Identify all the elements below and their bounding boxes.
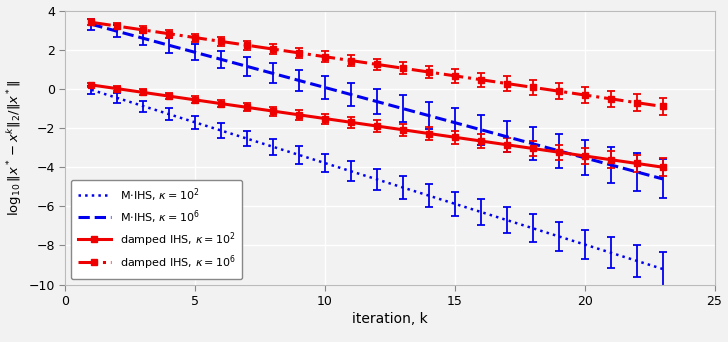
- M$\cdot$IHS, $\kappa = 10^6$: [554, 149, 563, 153]
- damped IHS, $\kappa = 10^6$: [554, 89, 563, 93]
- M$\cdot$IHS, $\kappa = 10^2$: [165, 112, 174, 116]
- damped IHS, $\kappa = 10^2$: [398, 128, 407, 132]
- damped IHS, $\kappa = 10^2$: [165, 94, 174, 98]
- M$\cdot$IHS, $\kappa = 10^6$: [476, 128, 485, 132]
- damped IHS, $\kappa = 10^6$: [632, 101, 641, 105]
- damped IHS, $\kappa = 10^6$: [580, 93, 589, 97]
- M$\cdot$IHS, $\kappa = 10^2$: [606, 251, 615, 255]
- M$\cdot$IHS, $\kappa = 10^2$: [451, 202, 459, 206]
- damped IHS, $\kappa = 10^2$: [606, 158, 615, 162]
- M$\cdot$IHS, $\kappa = 10^2$: [217, 129, 226, 133]
- damped IHS, $\kappa = 10^6$: [320, 55, 329, 59]
- damped IHS, $\kappa = 10^2$: [113, 87, 122, 91]
- M$\cdot$IHS, $\kappa = 10^2$: [295, 153, 304, 157]
- damped IHS, $\kappa = 10^6$: [373, 62, 381, 66]
- damped IHS, $\kappa = 10^2$: [295, 113, 304, 117]
- damped IHS, $\kappa = 10^6$: [502, 81, 511, 86]
- M$\cdot$IHS, $\kappa = 10^6$: [347, 92, 355, 96]
- M$\cdot$IHS, $\kappa = 10^2$: [373, 177, 381, 182]
- damped IHS, $\kappa = 10^6$: [243, 43, 252, 47]
- Line: M$\cdot$IHS, $\kappa = 10^6$: M$\cdot$IHS, $\kappa = 10^6$: [92, 24, 662, 179]
- damped IHS, $\kappa = 10^2$: [451, 135, 459, 139]
- M$\cdot$IHS, $\kappa = 10^6$: [373, 100, 381, 104]
- damped IHS, $\kappa = 10^6$: [269, 47, 277, 51]
- damped IHS, $\kappa = 10^6$: [606, 97, 615, 101]
- M$\cdot$IHS, $\kappa = 10^2$: [424, 194, 433, 198]
- M$\cdot$IHS, $\kappa = 10^6$: [87, 22, 96, 26]
- damped IHS, $\kappa = 10^2$: [373, 124, 381, 128]
- M$\cdot$IHS, $\kappa = 10^6$: [398, 107, 407, 111]
- M$\cdot$IHS, $\kappa = 10^6$: [139, 36, 148, 40]
- damped IHS, $\kappa = 10^6$: [398, 66, 407, 70]
- damped IHS, $\kappa = 10^2$: [529, 146, 537, 150]
- M$\cdot$IHS, $\kappa = 10^2$: [347, 169, 355, 173]
- damped IHS, $\kappa = 10^2$: [580, 154, 589, 158]
- M$\cdot$IHS, $\kappa = 10^2$: [87, 88, 96, 92]
- M$\cdot$IHS, $\kappa = 10^6$: [451, 121, 459, 125]
- damped IHS, $\kappa = 10^6$: [529, 85, 537, 89]
- damped IHS, $\kappa = 10^2$: [476, 139, 485, 143]
- M$\cdot$IHS, $\kappa = 10^6$: [320, 86, 329, 90]
- damped IHS, $\kappa = 10^6$: [165, 32, 174, 36]
- M$\cdot$IHS, $\kappa = 10^6$: [269, 71, 277, 76]
- M$\cdot$IHS, $\kappa = 10^2$: [320, 161, 329, 165]
- Y-axis label: $\log_{10} \|x^* - x^k\|_2 / \|x^*\|$: $\log_{10} \|x^* - x^k\|_2 / \|x^*\|$: [6, 79, 25, 216]
- M$\cdot$IHS, $\kappa = 10^6$: [606, 163, 615, 167]
- damped IHS, $\kappa = 10^6$: [347, 58, 355, 63]
- damped IHS, $\kappa = 10^2$: [320, 117, 329, 121]
- M$\cdot$IHS, $\kappa = 10^2$: [502, 218, 511, 222]
- damped IHS, $\kappa = 10^6$: [191, 36, 199, 40]
- X-axis label: iteration, k: iteration, k: [352, 312, 428, 326]
- damped IHS, $\kappa = 10^2$: [191, 98, 199, 102]
- damped IHS, $\kappa = 10^2$: [554, 150, 563, 154]
- M$\cdot$IHS, $\kappa = 10^6$: [580, 156, 589, 160]
- damped IHS, $\kappa = 10^6$: [451, 74, 459, 78]
- damped IHS, $\kappa = 10^2$: [502, 143, 511, 147]
- damped IHS, $\kappa = 10^6$: [87, 20, 96, 24]
- M$\cdot$IHS, $\kappa = 10^2$: [529, 226, 537, 230]
- damped IHS, $\kappa = 10^2$: [243, 105, 252, 109]
- damped IHS, $\kappa = 10^6$: [217, 39, 226, 43]
- M$\cdot$IHS, $\kappa = 10^6$: [243, 64, 252, 68]
- M$\cdot$IHS, $\kappa = 10^6$: [632, 170, 641, 174]
- M$\cdot$IHS, $\kappa = 10^2$: [243, 136, 252, 141]
- damped IHS, $\kappa = 10^6$: [295, 51, 304, 55]
- damped IHS, $\kappa = 10^2$: [139, 90, 148, 94]
- M$\cdot$IHS, $\kappa = 10^2$: [139, 104, 148, 108]
- damped IHS, $\kappa = 10^2$: [217, 102, 226, 106]
- M$\cdot$IHS, $\kappa = 10^2$: [658, 267, 667, 271]
- M$\cdot$IHS, $\kappa = 10^2$: [476, 210, 485, 214]
- M$\cdot$IHS, $\kappa = 10^2$: [632, 259, 641, 263]
- M$\cdot$IHS, $\kappa = 10^6$: [217, 57, 226, 62]
- damped IHS, $\kappa = 10^2$: [87, 83, 96, 87]
- damped IHS, $\kappa = 10^6$: [424, 70, 433, 74]
- damped IHS, $\kappa = 10^2$: [658, 165, 667, 169]
- damped IHS, $\kappa = 10^6$: [139, 28, 148, 32]
- M$\cdot$IHS, $\kappa = 10^6$: [502, 135, 511, 139]
- M$\cdot$IHS, $\kappa = 10^6$: [295, 78, 304, 82]
- damped IHS, $\kappa = 10^2$: [632, 161, 641, 166]
- damped IHS, $\kappa = 10^2$: [424, 131, 433, 135]
- damped IHS, $\kappa = 10^2$: [347, 120, 355, 124]
- M$\cdot$IHS, $\kappa = 10^2$: [554, 234, 563, 238]
- Line: damped IHS, $\kappa = 10^2$: damped IHS, $\kappa = 10^2$: [88, 81, 666, 171]
- M$\cdot$IHS, $\kappa = 10^6$: [658, 177, 667, 181]
- Legend: M$\cdot$IHS, $\kappa = 10^2$, M$\cdot$IHS, $\kappa = 10^6$, damped IHS, $\kappa : M$\cdot$IHS, $\kappa = 10^2$, M$\cdot$IH…: [71, 180, 242, 279]
- damped IHS, $\kappa = 10^6$: [113, 24, 122, 28]
- damped IHS, $\kappa = 10^6$: [476, 78, 485, 82]
- M$\cdot$IHS, $\kappa = 10^6$: [113, 29, 122, 33]
- M$\cdot$IHS, $\kappa = 10^2$: [580, 242, 589, 247]
- M$\cdot$IHS, $\kappa = 10^6$: [165, 43, 174, 48]
- damped IHS, $\kappa = 10^2$: [269, 109, 277, 113]
- M$\cdot$IHS, $\kappa = 10^2$: [113, 96, 122, 100]
- damped IHS, $\kappa = 10^6$: [658, 104, 667, 108]
- Line: damped IHS, $\kappa = 10^6$: damped IHS, $\kappa = 10^6$: [88, 19, 666, 110]
- Line: M$\cdot$IHS, $\kappa = 10^2$: M$\cdot$IHS, $\kappa = 10^2$: [92, 90, 662, 269]
- M$\cdot$IHS, $\kappa = 10^2$: [269, 145, 277, 149]
- M$\cdot$IHS, $\kappa = 10^6$: [191, 50, 199, 54]
- M$\cdot$IHS, $\kappa = 10^6$: [424, 114, 433, 118]
- M$\cdot$IHS, $\kappa = 10^6$: [529, 142, 537, 146]
- M$\cdot$IHS, $\kappa = 10^2$: [398, 185, 407, 189]
- M$\cdot$IHS, $\kappa = 10^2$: [191, 120, 199, 124]
